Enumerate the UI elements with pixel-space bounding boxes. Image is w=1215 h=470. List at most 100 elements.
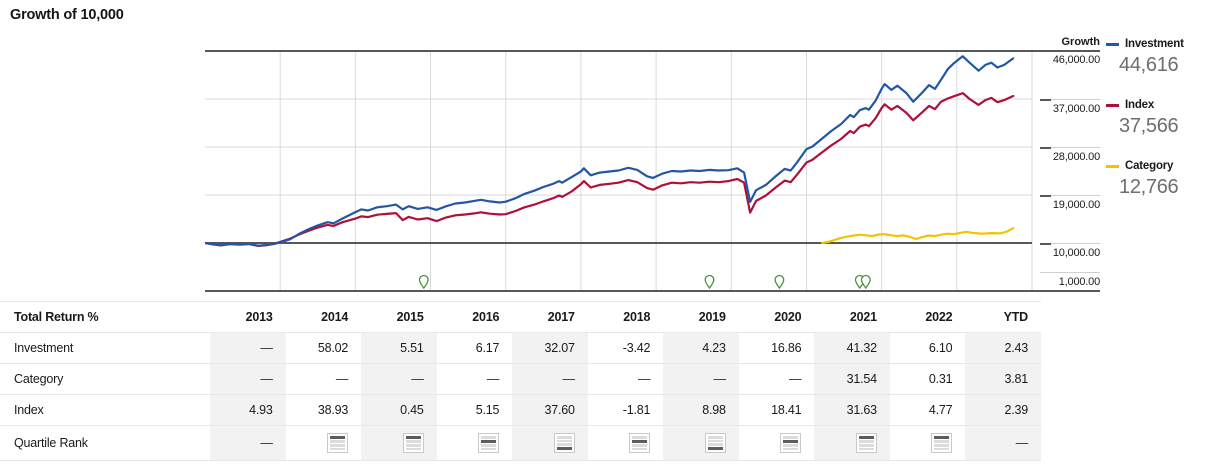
- table-cell: [663, 425, 739, 461]
- column-header-ytd: YTD: [965, 301, 1041, 333]
- legend-end-value: 37,566: [1119, 115, 1179, 137]
- y-axis-tick-mark: [1040, 195, 1051, 197]
- y-axis-tick-label: 19,000.00: [1040, 195, 1100, 211]
- quartile-band: [707, 443, 723, 446]
- table-cell: —: [663, 363, 739, 395]
- quartile-band: [934, 443, 950, 447]
- legend-item-category[interactable]: Category 12,766: [1106, 160, 1215, 221]
- table-cell: [587, 425, 664, 461]
- quartile-band: [632, 436, 648, 439]
- quartile-band: [783, 447, 799, 451]
- quartile-band: [330, 443, 346, 447]
- table-cell: -3.42: [587, 332, 664, 364]
- table-cell: [436, 425, 513, 461]
- table-cell: [512, 425, 588, 461]
- table-cell: 5.15: [436, 394, 513, 426]
- event-pin-icon[interactable]: [418, 274, 429, 290]
- quartile-1-rank-icon: [855, 433, 877, 453]
- table-cell: 2.39: [965, 394, 1041, 426]
- column-header-2017: 2017: [512, 301, 588, 333]
- investment-legend-dash-icon: [1106, 42, 1119, 46]
- table-row-index: Index 4.93 38.93 0.45 5.15 37.60 -1.81 8.98 18.4…: [0, 394, 1041, 426]
- quartile-band-active: [405, 436, 421, 440]
- y-axis-tick-label: 10,000.00: [1040, 243, 1100, 259]
- table-cell: —: [285, 363, 362, 395]
- legend-item-index[interactable]: Index 37,566: [1106, 99, 1215, 160]
- y-axis-tick-mark: [1040, 147, 1051, 149]
- row-label: Index: [0, 394, 211, 426]
- quartile-band: [330, 440, 346, 443]
- quartile-band: [556, 439, 572, 443]
- growth-chart-svg: [205, 50, 1100, 292]
- event-pin-icon[interactable]: [774, 274, 785, 290]
- growth-chart-plot[interactable]: [205, 50, 1100, 293]
- table-row-category: Category — — — — — — — —31.54 0.31 3.81: [0, 363, 1041, 395]
- quartile-band: [858, 443, 874, 447]
- investment-line[interactable]: [205, 55, 1015, 247]
- table-cell: 31.54: [814, 363, 890, 395]
- table-cell: 2.43: [965, 332, 1041, 364]
- table-cell: 6.10: [889, 332, 966, 364]
- column-header-2021: 2021: [814, 301, 890, 333]
- quartile-band: [858, 447, 874, 451]
- table-cell: [285, 425, 362, 461]
- quartile-band: [783, 436, 799, 439]
- table-cell: [814, 425, 890, 461]
- legend-label: Category: [1125, 160, 1174, 172]
- quartile-2-rank-icon: [629, 433, 651, 453]
- event-pin-icon[interactable]: [860, 274, 871, 290]
- quartile-band: [556, 443, 572, 446]
- quartile-band: [783, 443, 799, 447]
- y-axis-tick-label: 37,000.00: [1040, 99, 1100, 115]
- table-row-investment: Investment —58.02 5.51 6.17 32.07 -3.42 4.23 16…: [0, 332, 1041, 364]
- growth-axis-title: Growth: [1061, 36, 1101, 48]
- table-cell: 4.93: [210, 394, 286, 426]
- quartile-1-rank-icon: [327, 433, 349, 453]
- table-cell: 3.81: [965, 363, 1041, 395]
- quartile-band-active: [934, 436, 950, 440]
- y-axis-tick-label: 1,000.00: [1040, 272, 1100, 288]
- chart-title: Growth of 10,000: [10, 7, 124, 23]
- index-legend-dash-icon: [1106, 103, 1119, 107]
- table-cell: 58.02: [285, 332, 362, 364]
- quartile-band: [632, 443, 648, 447]
- table-cell: —: [512, 363, 588, 395]
- quartile-2-rank-icon: [780, 433, 802, 453]
- table-cell: [361, 425, 437, 461]
- quartile-band-active: [330, 436, 346, 440]
- column-header-2014: 2014: [285, 301, 362, 333]
- table-cell: 4.77: [889, 394, 966, 426]
- table-cell: —: [587, 363, 664, 395]
- table-cell: 31.63: [814, 394, 890, 426]
- y-axis-tick-mark: [1040, 99, 1051, 101]
- quartile-band: [632, 447, 648, 451]
- table-cell: 41.32: [814, 332, 890, 364]
- table-cell: [889, 425, 966, 461]
- category-line[interactable]: [821, 227, 1015, 245]
- quartile-band-active: [707, 446, 723, 451]
- column-header-2020: 2020: [738, 301, 815, 333]
- category-legend-dash-icon: [1106, 164, 1119, 168]
- index-line[interactable]: [205, 91, 1015, 247]
- table-cell: 18.41: [738, 394, 815, 426]
- quartile-band: [481, 447, 497, 451]
- quartile-band-active: [858, 436, 874, 440]
- column-header-2015: 2015: [361, 301, 437, 333]
- quartile-1-rank-icon: [931, 433, 953, 453]
- table-cell: 37.60: [512, 394, 588, 426]
- event-pin-icon[interactable]: [704, 274, 715, 290]
- quartile-band: [405, 447, 421, 451]
- quartile-band-active: [783, 439, 799, 443]
- legend-label: Index: [1125, 99, 1155, 111]
- legend-item-investment[interactable]: Investment 44,616: [1106, 38, 1215, 99]
- y-axis-tick-label: 28,000.00: [1040, 147, 1100, 163]
- quartile-band: [707, 436, 723, 439]
- column-header-2018: 2018: [587, 301, 664, 333]
- y-axis-tick-label: 46,000.00: [1052, 54, 1100, 66]
- table-cell: 4.23: [663, 332, 739, 364]
- quartile-2-rank-icon: [478, 433, 500, 453]
- table-cell: —: [210, 332, 286, 364]
- column-header-2016: 2016: [436, 301, 513, 333]
- column-header-2019: 2019: [663, 301, 739, 333]
- total-return-table-grid: Total Return % 2013 2014 2015 2016 2017 2018 20…: [0, 301, 1041, 461]
